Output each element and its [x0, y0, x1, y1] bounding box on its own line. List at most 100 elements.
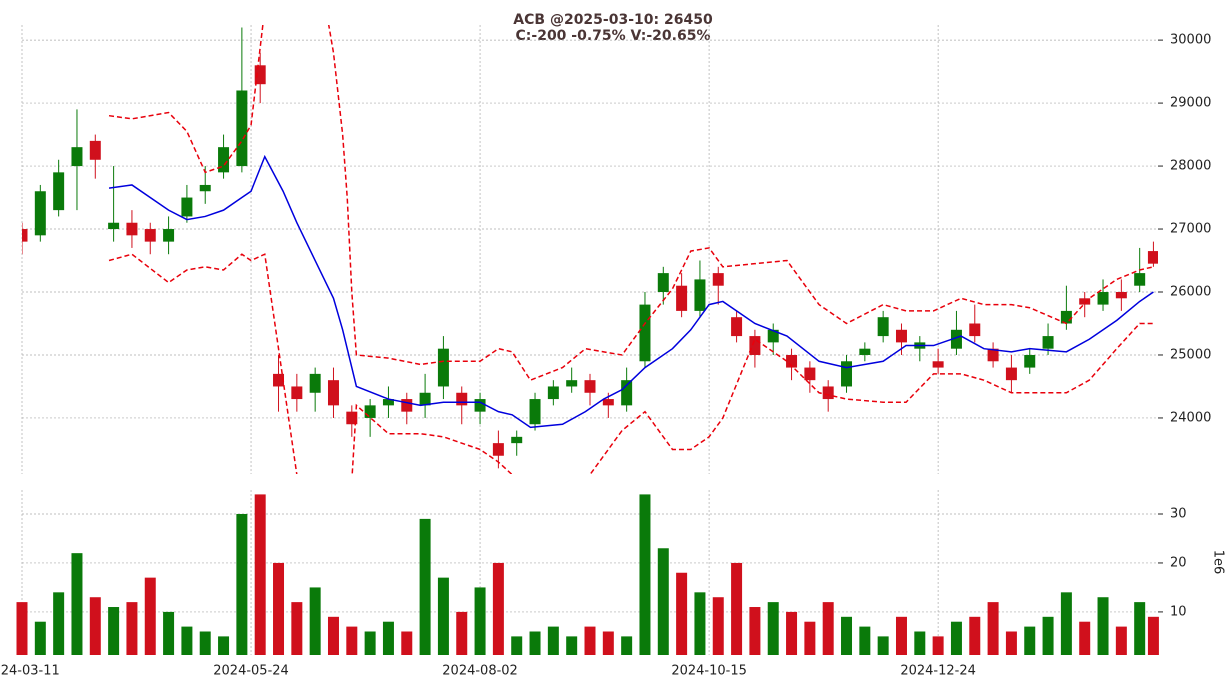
volume-bar	[53, 592, 65, 655]
volume-bar	[841, 616, 853, 655]
volume-bar	[602, 631, 614, 655]
candle-body	[877, 317, 889, 337]
volume-bar	[969, 616, 981, 655]
candle-body	[327, 380, 339, 406]
volume-bar	[309, 587, 321, 655]
volume-bar	[218, 636, 230, 655]
y-tick-label: 10	[1170, 604, 1187, 619]
volume-bar	[676, 572, 688, 655]
band-line	[108, 253, 1154, 474]
volume-bar	[199, 631, 211, 655]
volume-bar	[437, 577, 449, 655]
volume-bar	[273, 562, 285, 655]
y-axis-label: 1e6	[1211, 550, 1226, 575]
volume-bar	[950, 621, 962, 655]
candle-body	[731, 317, 743, 337]
candle-body	[822, 386, 834, 400]
candle-body	[419, 392, 431, 406]
volume-bar	[382, 621, 394, 655]
candle-body	[1005, 367, 1017, 381]
volume-bar	[731, 562, 743, 655]
candle-body	[126, 222, 138, 236]
candle-body	[401, 399, 413, 412]
y-tick-label: 25000	[1170, 347, 1211, 362]
candle-body	[529, 399, 541, 425]
candle-body	[108, 222, 120, 230]
candle-body	[694, 279, 706, 311]
volume-bar	[657, 548, 669, 655]
volume-bar	[16, 602, 28, 655]
candle-body	[53, 172, 65, 211]
y-tick-label: 28000	[1170, 159, 1211, 174]
volume-bar	[89, 597, 101, 655]
volume-bar	[1115, 626, 1127, 655]
volume-bar	[108, 607, 120, 655]
candle-body	[364, 405, 376, 418]
volume-bar	[566, 636, 578, 655]
volume-bar	[1097, 597, 1109, 655]
volume-bar	[895, 616, 907, 655]
volume-bar	[1147, 616, 1159, 655]
volume-bar	[1134, 602, 1146, 655]
volume-bar	[492, 562, 504, 655]
y-tick-label: 30	[1170, 506, 1187, 521]
volume-bar	[621, 636, 633, 655]
candle-body	[163, 229, 175, 242]
volume-bar	[1060, 592, 1072, 655]
volume-bar	[291, 602, 303, 655]
candle-body	[1024, 354, 1036, 368]
volume-bar	[181, 626, 193, 655]
volume-bar	[364, 631, 376, 655]
candle-body	[474, 399, 486, 412]
volume-bar	[877, 636, 889, 655]
band-line	[108, 25, 1154, 382]
volume-bar	[163, 611, 175, 655]
bands	[108, 25, 1154, 474]
y-tick-label: 26000	[1170, 285, 1211, 300]
band-line	[108, 154, 1154, 429]
x-tick-label: 2024-10-15	[671, 664, 747, 679]
volume-bar	[547, 626, 559, 655]
volume-bar	[71, 553, 83, 655]
x-tick-label: 2024-12-24	[900, 664, 976, 679]
volume-bar	[786, 611, 798, 655]
x-tick-label: 2024-08-02	[442, 664, 518, 679]
candle-body	[492, 443, 504, 456]
candle-body	[859, 348, 871, 355]
candle-body	[199, 184, 211, 192]
candle-body	[621, 380, 633, 406]
volume-bar	[639, 494, 651, 655]
candle-body	[676, 285, 688, 311]
candle-body	[71, 147, 83, 167]
candle-body	[841, 361, 853, 387]
volume-bar	[1005, 631, 1017, 655]
candle-body	[273, 373, 285, 387]
candle-body	[547, 386, 559, 400]
volume-bar	[126, 602, 138, 655]
volume-bar	[822, 602, 834, 655]
candle-body	[181, 197, 193, 217]
candle-body	[1042, 336, 1054, 349]
candle-body	[712, 273, 724, 286]
volume-bar	[859, 626, 871, 655]
candle-body	[1115, 292, 1127, 299]
candle-body	[34, 191, 46, 236]
volume-bar	[1079, 621, 1091, 655]
volume-bar	[456, 611, 468, 655]
candle-body	[22, 229, 28, 242]
volume-bar	[401, 631, 413, 655]
candle-body	[309, 373, 321, 393]
volume-bar	[474, 587, 486, 655]
volume-bar	[804, 621, 816, 655]
volume-bar	[767, 602, 779, 655]
volume-bar	[584, 626, 596, 655]
candle-body	[786, 354, 798, 368]
candle-body	[932, 361, 944, 368]
candle-body	[291, 386, 303, 400]
volume-bar	[694, 592, 706, 655]
candle-body	[511, 436, 523, 444]
volume-bar	[529, 631, 541, 655]
candle-body	[254, 65, 266, 85]
